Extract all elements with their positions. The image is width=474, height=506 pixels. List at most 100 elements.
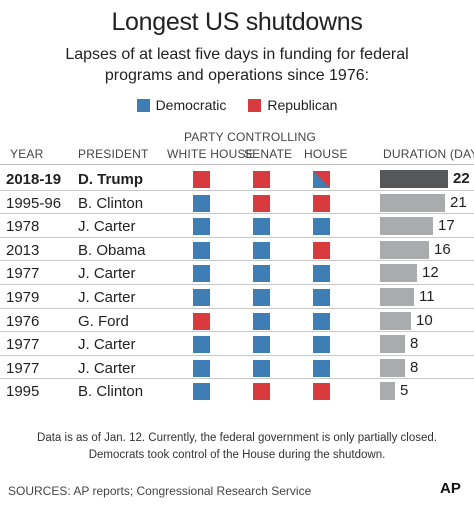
senate-party-square [253, 359, 270, 377]
white-house-party-square [193, 265, 210, 283]
duration-label: 8 [410, 358, 419, 376]
row-divider [0, 236, 474, 238]
duration-label: 8 [410, 335, 419, 353]
table-row: 1977 J. Carter 8 [0, 356, 474, 380]
ap-logo: AP [440, 480, 461, 497]
row-president: B. Clinton [78, 383, 144, 401]
footnote: Data is as of Jan. 12. Currently, the fe… [20, 430, 454, 464]
header-duration: DURATION (DAYS) [383, 147, 474, 161]
table-row: 1979 J. Carter 11 [0, 285, 474, 309]
sources-credit: SOURCES: AP reports; Congressional Resea… [8, 484, 312, 498]
duration-bar [380, 240, 429, 259]
senate-party-square [253, 265, 270, 283]
table-row: 1995-96 B. Clinton 21 [0, 191, 474, 215]
white-house-party-square [193, 359, 210, 377]
header-senate: SENATE [244, 147, 293, 161]
legend: Democratic Republican [0, 96, 474, 114]
legend-item-republican: Republican [248, 97, 337, 113]
house-party-square [313, 289, 330, 306]
duration-label: 22 [453, 170, 470, 187]
senate-party-square [253, 171, 270, 188]
row-divider [0, 213, 474, 215]
chart-title: Longest US shutdowns [111, 8, 363, 36]
table-row: 1978 J. Carter 17 [0, 214, 474, 238]
row-divider [0, 378, 474, 380]
house-party-square [313, 336, 330, 354]
house-party-square [313, 383, 330, 401]
duration-bar [380, 170, 448, 188]
senate-party-square [253, 383, 270, 401]
duration-bar [380, 288, 414, 306]
duration-bar [380, 382, 395, 401]
chart-subtitle: Lapses of at least five days in funding … [65, 46, 409, 84]
senate-party-square [253, 289, 270, 306]
table-row: 1977 J. Carter 8 [0, 332, 474, 356]
duration-label: 21 [450, 193, 467, 211]
legend-swatch-republican [248, 98, 262, 112]
house-party-square [313, 171, 330, 188]
senate-party-square [253, 194, 270, 212]
white-house-party-square [193, 336, 210, 354]
row-year: 2013 [6, 241, 40, 259]
duration-label: 17 [438, 217, 455, 235]
house-party-square [313, 265, 330, 283]
row-divider [0, 331, 474, 333]
table-row: 2013 B. Obama 16 [0, 238, 474, 262]
row-year: 1977 [6, 265, 40, 283]
white-house-party-square [193, 171, 210, 188]
senate-party-square [253, 312, 270, 330]
table-row: 1977 J. Carter 12 [0, 261, 474, 285]
white-house-party-square [193, 289, 210, 306]
row-divider [0, 307, 474, 309]
white-house-party-square [193, 383, 210, 401]
white-house-party-square [193, 241, 210, 259]
duration-label: 5 [400, 382, 409, 400]
row-year: 2018-19 [6, 171, 62, 188]
white-house-party-square [193, 194, 210, 212]
row-president: J. Carter [78, 265, 136, 283]
row-year: 1976 [6, 312, 40, 330]
house-party-square [313, 194, 330, 212]
senate-party-square [253, 218, 270, 236]
duration-label: 16 [434, 240, 451, 258]
footnote-line-2: Democrats took control of the House duri… [88, 449, 386, 461]
duration-label: 12 [422, 264, 439, 282]
header-house: HOUSE [304, 147, 348, 161]
senate-party-square [253, 241, 270, 259]
duration-bar [380, 335, 405, 354]
table-row: 1995 B. Clinton 5 [0, 379, 474, 403]
header-president: PRESIDENT [78, 147, 149, 161]
legend-label-democratic: Democratic [155, 97, 227, 113]
header-party-controlling: PARTY CONTROLLING [183, 130, 317, 144]
row-president: J. Carter [78, 289, 136, 306]
row-year: 1977 [6, 359, 40, 377]
row-president: B. Clinton [78, 194, 144, 212]
white-house-party-square [193, 218, 210, 236]
row-year: 1995 [6, 383, 40, 401]
house-party-square [313, 312, 330, 330]
footnote-line-1: Data is as of Jan. 12. Currently, the fe… [37, 432, 437, 444]
legend-swatch-democratic [136, 98, 150, 112]
house-party-square [313, 359, 330, 377]
row-year: 1979 [6, 289, 40, 306]
row-year: 1995-96 [6, 194, 62, 212]
duration-bar [380, 358, 405, 377]
row-president: B. Obama [78, 241, 146, 259]
table-row: 2018-19 D. Trump 22 [0, 167, 474, 191]
row-divider [0, 189, 474, 191]
house-party-square [313, 218, 330, 236]
legend-item-democratic: Democratic [136, 97, 227, 113]
house-party-square [313, 241, 330, 259]
row-year: 1977 [6, 336, 40, 354]
row-divider [0, 284, 474, 285]
row-president: G. Ford [78, 312, 129, 330]
row-president: J. Carter [78, 218, 136, 236]
header-year: YEAR [10, 147, 44, 161]
duration-bar [380, 217, 433, 236]
duration-label: 10 [416, 311, 433, 329]
header-divider [0, 164, 474, 165]
duration-bar [380, 311, 411, 330]
row-president: D. Trump [78, 171, 144, 188]
row-divider [0, 354, 474, 356]
header-white-house: WHITE HOUSE [167, 147, 254, 161]
